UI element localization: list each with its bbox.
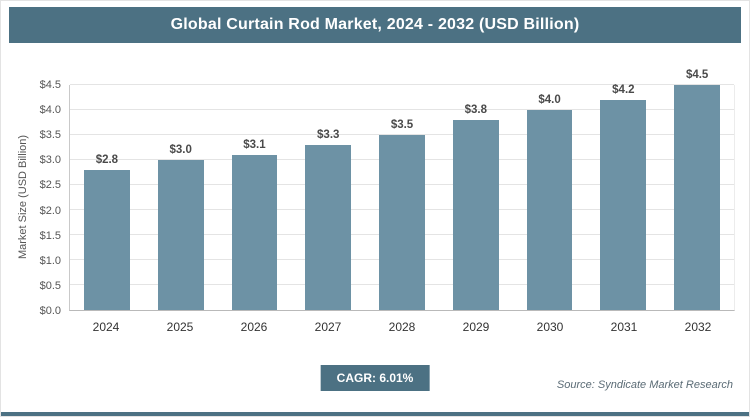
x-axis-category-label: 2030 <box>536 320 564 334</box>
cagr-badge: CAGR: 6.01% <box>320 365 430 391</box>
bar-column: $2.8 <box>70 85 144 310</box>
bars-row: $2.8 $3.0 $3.1 $3.3 $3.5 $3.8 $4.0 $4.2 $4.5 <box>70 69 734 310</box>
bar <box>305 145 352 310</box>
bar-value-label: $4.2 <box>612 84 635 96</box>
x-axis-category-label: 2026 <box>240 320 268 334</box>
x-axis-category-label: 2024 <box>92 320 120 334</box>
bar <box>379 135 425 310</box>
bar-column: $4.0 <box>513 85 587 310</box>
bar <box>526 110 573 310</box>
plot-wrap: $2.8 $3.0 $3.1 $3.3 $3.5 $3.8 $4.0 $4.2 $4.5 202… <box>69 69 735 334</box>
bar-value-label: $3.5 <box>390 119 414 131</box>
bar-column: $3.8 <box>439 85 513 310</box>
x-axis-labels: 2024 2025 2026 2027 2028 2029 2030 2031 2032 <box>69 311 735 334</box>
y-tick-label: $4.5 <box>39 79 61 91</box>
y-axis-label-wrap: Market Size (USD Billion) <box>9 85 29 311</box>
bar-column: $3.5 <box>365 85 439 310</box>
bar <box>84 170 130 310</box>
bar <box>600 100 647 310</box>
chart-title: Global Curtain Rod Market, 2024 - 2032 (… <box>170 16 580 33</box>
bar <box>157 160 204 310</box>
y-tick-label: $0.5 <box>39 279 61 292</box>
x-axis-category-label: 2028 <box>388 320 416 334</box>
bar-column: $4.5 <box>660 69 734 310</box>
bar-column: $3.0 <box>144 85 218 310</box>
y-tick-label: $2.0 <box>39 204 61 217</box>
bar-value-label: $3.1 <box>243 139 266 152</box>
chart-title-bar: Global Curtain Rod Market, 2024 - 2032 (… <box>9 7 741 43</box>
x-axis-category-label: 2029 <box>462 320 490 334</box>
bar-column: $3.3 <box>291 85 365 310</box>
bar-value-label: $2.8 <box>95 154 119 166</box>
bar-value-label: $4.5 <box>685 69 709 81</box>
bar-value-label: $4.0 <box>538 94 561 106</box>
source-text: Source: Syndicate Market Research <box>556 379 733 391</box>
bar <box>231 155 278 310</box>
chart-body: Market Size (USD Billion) $0.0 $0.5 $1.0 $1… <box>9 69 735 334</box>
y-tick-label: $2.5 <box>39 179 61 192</box>
gridline <box>70 134 734 135</box>
y-tick-label: $1.0 <box>39 254 61 267</box>
y-axis-ticks: $0.0 $0.5 $1.0 $1.5 $2.0 $2.5 $3.0 $3.5 $4.0 $4.5 <box>27 79 69 317</box>
y-tick-label: $0.0 <box>39 305 61 317</box>
bar <box>452 120 499 310</box>
bar-value-label: $3.0 <box>169 144 192 157</box>
bar-value-label: $3.8 <box>464 104 487 116</box>
y-tick-label: $1.5 <box>39 229 61 242</box>
bar-column: $4.2 <box>586 84 660 310</box>
bottom-accent-bar <box>1 412 749 416</box>
bar-value-label: $3.3 <box>317 129 340 141</box>
x-axis-category-label: 2032 <box>684 320 712 334</box>
y-tick-label: $4.0 <box>39 104 61 117</box>
bar <box>674 85 720 310</box>
gridline <box>70 84 734 85</box>
plot-area: $2.8 $3.0 $3.1 $3.3 $3.5 $3.8 $4.0 $4.2 $4.5 <box>69 69 735 311</box>
gridline <box>70 109 734 110</box>
bar-column: $3.1 <box>218 85 292 310</box>
y-tick-label: $3.5 <box>39 129 61 142</box>
x-axis-category-label: 2027 <box>314 320 342 334</box>
y-tick-label: $3.0 <box>39 154 61 167</box>
x-axis-category-label: 2025 <box>166 320 194 334</box>
x-axis-category-label: 2031 <box>610 320 638 334</box>
